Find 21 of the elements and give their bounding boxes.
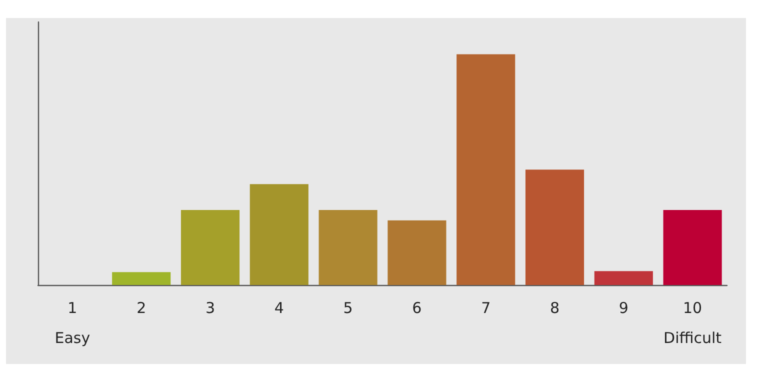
x-tick-label: 5: [343, 299, 353, 317]
bar: [112, 272, 171, 285]
x-tick-label: 7: [481, 299, 491, 317]
x-tick-label: 8: [550, 299, 560, 317]
bar: [525, 170, 584, 285]
bar: [594, 271, 653, 285]
text: Easy: [54, 329, 90, 347]
bar: [180, 210, 240, 285]
bar: [663, 210, 722, 285]
x-tick-label: 6: [412, 299, 422, 317]
x-tick-label: 1: [68, 299, 78, 317]
x-tick-label: 9: [618, 299, 628, 317]
text: Difficult: [664, 329, 722, 347]
bar: [318, 210, 378, 285]
bar: [456, 54, 516, 285]
x-tick-label: 3: [205, 299, 216, 317]
bar: [250, 184, 308, 285]
x-tick-label: 10: [683, 299, 702, 317]
x-tick-label: 2: [136, 299, 146, 317]
x-tick-label: 4: [274, 299, 284, 317]
bar: [388, 220, 446, 285]
